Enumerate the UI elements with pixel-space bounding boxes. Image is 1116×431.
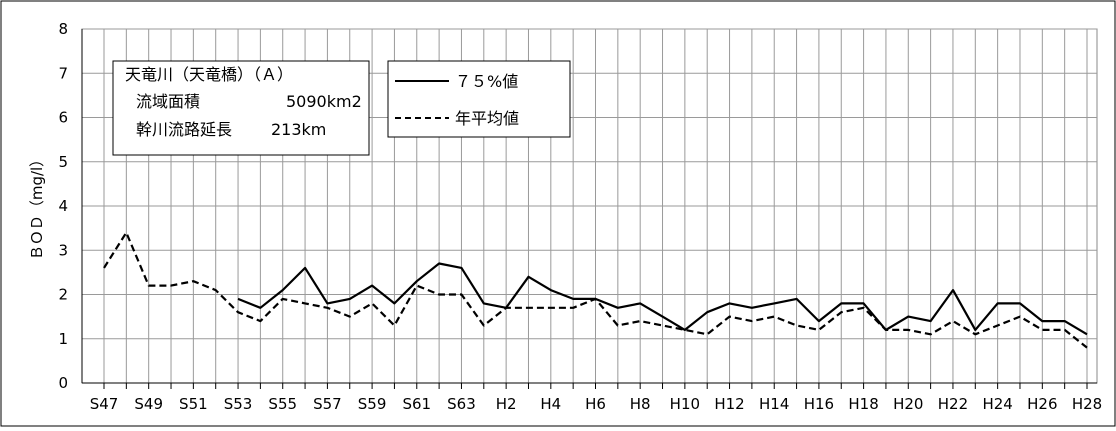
x-tick-label-S51: S51 — [179, 395, 208, 413]
legend-label-annual-mean: 年平均値 — [455, 109, 519, 128]
y-tick-label-8: 8 — [58, 20, 68, 38]
info-river-name: 天竜川（天竜橋）（Ａ） — [125, 65, 293, 84]
y-tick-label-7: 7 — [58, 64, 68, 82]
x-tick-label-S55: S55 — [268, 395, 297, 413]
info-channel-length-value: 213km — [271, 120, 326, 139]
y-tick-label-4: 4 — [58, 197, 68, 215]
x-tick-label-H12: H12 — [714, 395, 744, 413]
x-tick-label-H28: H28 — [1072, 395, 1102, 413]
x-tick-label-S53: S53 — [224, 395, 253, 413]
x-tick-label-H2: H2 — [496, 395, 517, 413]
legend: ７５%値 年平均値 — [388, 61, 570, 137]
x-tick-label-S61: S61 — [402, 395, 431, 413]
y-axis-label: ＢＯＤ（mg/l） — [28, 152, 46, 260]
info-channel-length-label: 幹川流路延長 — [136, 120, 232, 139]
info-box: 天竜川（天竜橋）（Ａ） 流域面積 5090km2 幹川流路延長 213km — [113, 61, 369, 155]
x-tick-label-H24: H24 — [982, 395, 1012, 413]
x-tick-label-S59: S59 — [358, 395, 387, 413]
x-tick-label-H4: H4 — [540, 395, 561, 413]
x-tick-label-H18: H18 — [848, 395, 878, 413]
x-tick-label-H10: H10 — [670, 395, 700, 413]
x-tick-label-H20: H20 — [893, 395, 923, 413]
y-tick-label-6: 6 — [58, 109, 68, 127]
y-tick-label-0: 0 — [58, 374, 68, 392]
x-tick-label-H22: H22 — [938, 395, 968, 413]
y-tick-label-2: 2 — [58, 286, 68, 304]
x-tick-label-H16: H16 — [804, 395, 834, 413]
info-basin-area-value: 5090km2 — [286, 92, 362, 111]
y-tick-label-1: 1 — [58, 330, 68, 348]
x-tick-label-S57: S57 — [313, 395, 342, 413]
x-tick-label-S63: S63 — [447, 395, 476, 413]
legend-label-75pct: ７５%値 — [455, 72, 518, 91]
x-tick-label-H14: H14 — [759, 395, 789, 413]
x-tick-label-H8: H8 — [630, 395, 651, 413]
info-basin-area-label: 流域面積 — [136, 92, 200, 111]
y-tick-label-3: 3 — [58, 241, 68, 259]
x-tick-label-H6: H6 — [585, 395, 606, 413]
x-tick-label-H26: H26 — [1027, 395, 1057, 413]
y-tick-label-5: 5 — [58, 153, 68, 171]
x-tick-label-S49: S49 — [134, 395, 163, 413]
x-tick-label-S47: S47 — [90, 395, 119, 413]
